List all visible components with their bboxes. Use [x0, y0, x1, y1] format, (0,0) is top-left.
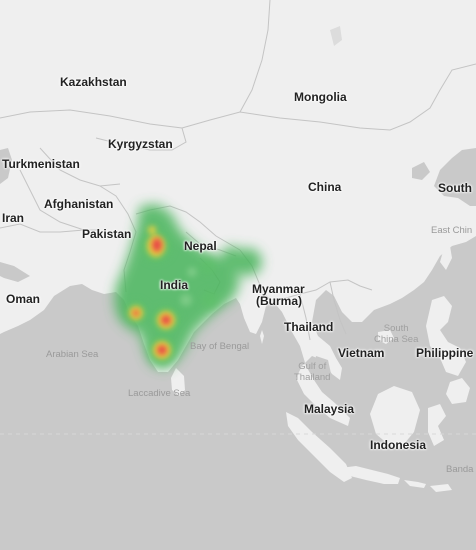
label-laccadive-sea: Laccadive Sea [128, 388, 191, 399]
bohai-sea [412, 162, 430, 180]
gulf-of-thailand [314, 356, 332, 382]
label-philippines: Philippine [416, 346, 474, 360]
label-gulf-of-thailand: Gulf of Thailand [294, 361, 331, 383]
heatmap-layer [114, 204, 262, 370]
label-india: India [160, 278, 189, 292]
label-kazakhstan: Kazakhstan [60, 75, 127, 89]
label-iran: Iran [2, 211, 25, 225]
label-south: South [438, 181, 472, 195]
label-turkmenistan: Turkmenistan [2, 157, 80, 171]
label-south-china-sea: South China Sea [374, 323, 419, 345]
label-east-china-sea: East Chin [431, 225, 473, 236]
label-malaysia: Malaysia [304, 402, 355, 416]
label-oman: Oman [6, 292, 41, 306]
label-vietnam: Vietnam [338, 346, 385, 360]
label-myanmar: Myanmar [252, 282, 305, 296]
label-mongolia: Mongolia [294, 90, 347, 104]
lake [330, 26, 342, 46]
label-china: China [308, 180, 342, 194]
label-indonesia: Indonesia [370, 438, 427, 452]
landmass [0, 0, 476, 492]
label-bay-of-bengal: Bay of Bengal [190, 341, 250, 352]
label-pakistan: Pakistan [82, 227, 132, 241]
label-thailand: Thailand [284, 320, 334, 334]
caspian-sea [0, 148, 12, 184]
label-afghanistan: Afghanistan [44, 197, 114, 211]
persian-gulf [0, 262, 30, 282]
label-arabian-sea: Arabian Sea [46, 349, 99, 360]
label-burma: (Burma) [256, 294, 303, 308]
label-nepal: Nepal [184, 239, 217, 253]
label-banda-sea: Banda [446, 464, 474, 475]
label-kyrgyzstan: Kyrgyzstan [108, 137, 173, 151]
